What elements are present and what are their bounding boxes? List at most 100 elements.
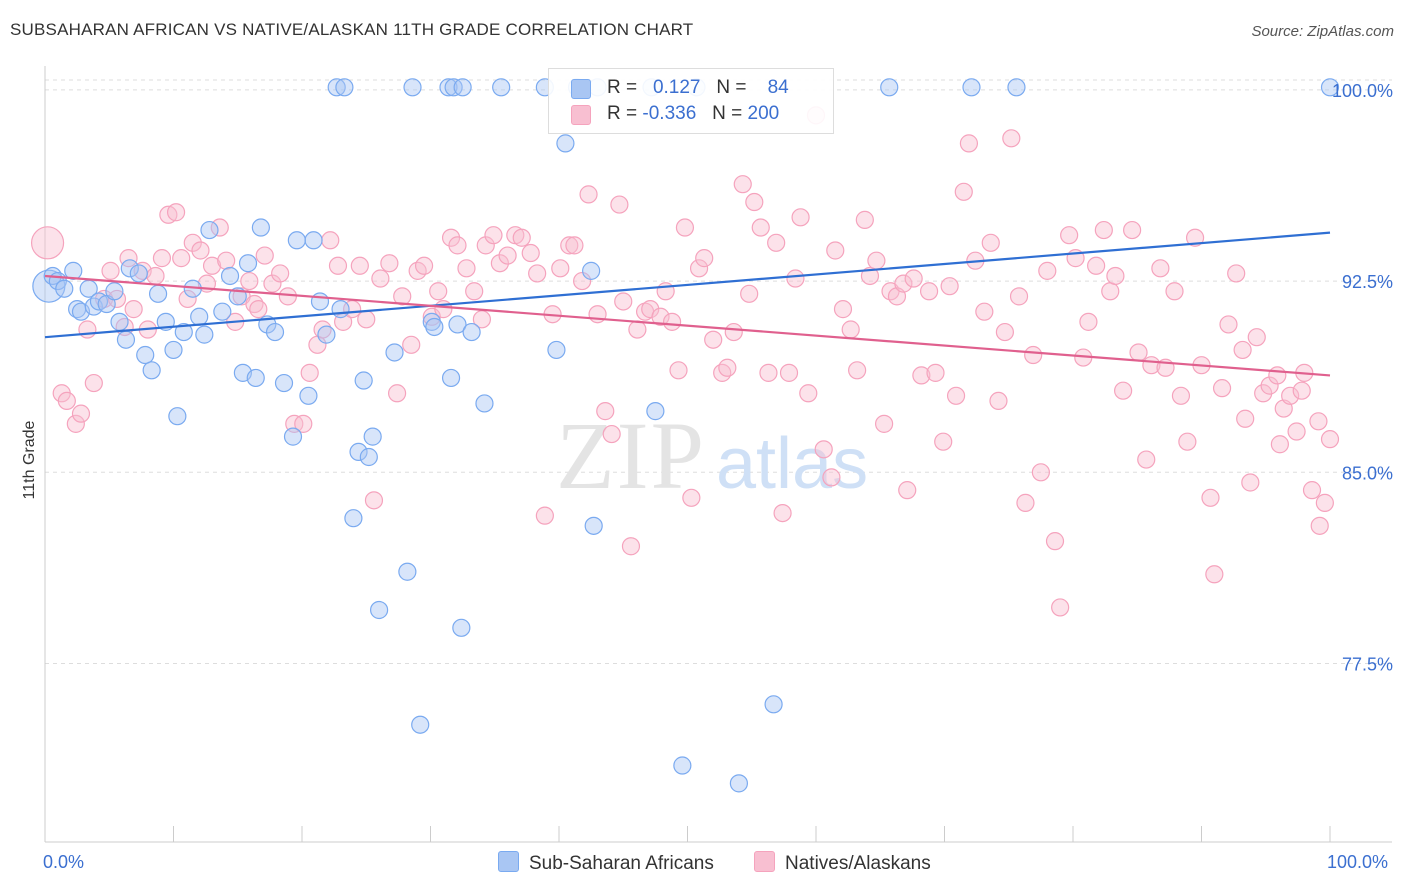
point-native: [191, 241, 210, 260]
point-sub-saharan: [673, 756, 692, 775]
point-native: [1292, 381, 1311, 400]
point-native: [240, 271, 259, 291]
point-native: [57, 391, 76, 411]
point-native: [1268, 366, 1287, 385]
point-sub-saharan: [1007, 78, 1026, 97]
point-native: [1219, 315, 1238, 334]
trend-lines: [44, 231, 1331, 377]
y-tick-label: 77.5%: [1342, 655, 1393, 675]
point-native: [146, 266, 165, 286]
point-native: [1079, 312, 1098, 331]
point-native: [1302, 481, 1322, 500]
point-native: [380, 254, 399, 273]
point-native: [713, 363, 732, 382]
point-sub-saharan: [331, 300, 350, 319]
y-tick-labels: 100.0% 92.5% 85.0% 77.5%: [1332, 81, 1393, 675]
point-sub-saharan: [764, 695, 783, 714]
point-native: [78, 320, 97, 339]
point-sub-saharan: [105, 282, 124, 301]
point-native: [682, 488, 701, 507]
watermark-atlas: atlas: [716, 424, 868, 504]
point-native: [95, 289, 114, 309]
point-native: [271, 264, 290, 283]
point-native: [1123, 220, 1142, 240]
point-sub-saharan: [304, 231, 323, 250]
point-native: [1281, 386, 1300, 405]
point-native: [457, 259, 476, 278]
legend-n-label: N =: [712, 103, 743, 124]
point-native: [718, 358, 737, 377]
point-sub-saharan: [317, 325, 336, 344]
point-native: [773, 503, 792, 523]
point-native: [841, 320, 860, 339]
point-sub-saharan: [385, 343, 404, 362]
legend-item-natives: Natives/Alaskans: [754, 851, 931, 875]
point-sub-saharan: [475, 394, 494, 413]
point-native: [217, 251, 236, 270]
point-native: [912, 366, 931, 385]
point-native: [66, 414, 85, 433]
chart-source: Source: ZipAtlas.com: [1251, 23, 1394, 40]
point-sub-saharan: [462, 322, 481, 342]
legend-n-value: 200: [747, 103, 780, 124]
point-native: [1310, 516, 1329, 535]
point-native: [124, 300, 143, 319]
point-native: [596, 402, 615, 421]
point-native: [786, 269, 805, 288]
point-native: [393, 287, 412, 306]
point-sub-saharan: [64, 261, 83, 280]
point-native: [662, 312, 682, 331]
point-native: [848, 361, 867, 380]
point-native: [1137, 450, 1156, 469]
point-native: [414, 256, 434, 275]
point-native: [1106, 266, 1125, 286]
point-sub-saharan: [349, 442, 368, 462]
legend-swatch-pink: [754, 851, 775, 872]
point-sub-saharan: [344, 509, 363, 528]
point-native: [387, 384, 407, 403]
point-sub-saharan: [174, 322, 193, 342]
point-native: [1309, 412, 1328, 431]
point-native: [981, 233, 1000, 252]
point-native: [1171, 386, 1191, 405]
point-native: [894, 274, 913, 293]
point-sub-saharan: [136, 345, 155, 365]
point-native: [919, 282, 939, 301]
point-native: [183, 233, 202, 252]
point-native: [249, 300, 268, 319]
point-native: [954, 182, 973, 201]
point-native: [1178, 432, 1197, 451]
point-sub-saharan: [363, 427, 382, 446]
point-native: [1212, 379, 1232, 398]
point-sub-saharan: [168, 407, 187, 426]
point-native: [704, 330, 723, 349]
point-native: [1241, 473, 1260, 492]
point-native: [826, 241, 845, 260]
point-sub-saharan: [370, 600, 389, 620]
point-native: [1233, 340, 1252, 360]
point-native: [1247, 328, 1266, 347]
point-native: [465, 282, 484, 301]
point-sub-saharan: [422, 312, 441, 331]
point-native: [255, 246, 274, 265]
point-native: [1129, 343, 1148, 362]
point-sub-saharan: [962, 78, 981, 97]
point-native: [521, 243, 540, 263]
point-sub-saharan: [148, 284, 168, 303]
point-native: [1031, 463, 1050, 482]
point-native: [695, 249, 714, 268]
point-native: [565, 236, 584, 255]
point-sub-saharan: [448, 315, 467, 334]
point-native: [30, 226, 65, 260]
point-sub-saharan: [110, 312, 129, 331]
point-native: [429, 282, 448, 301]
point-sub-saharan: [129, 264, 148, 283]
point-sub-saharan: [274, 373, 294, 393]
point-sub-saharan: [299, 386, 318, 405]
point-native: [946, 386, 966, 405]
axes: [44, 66, 1392, 843]
point-native: [1114, 381, 1133, 400]
legend-label-natives: Natives/Alaskans: [785, 853, 931, 874]
point-native: [1087, 256, 1106, 275]
point-native: [724, 322, 743, 342]
